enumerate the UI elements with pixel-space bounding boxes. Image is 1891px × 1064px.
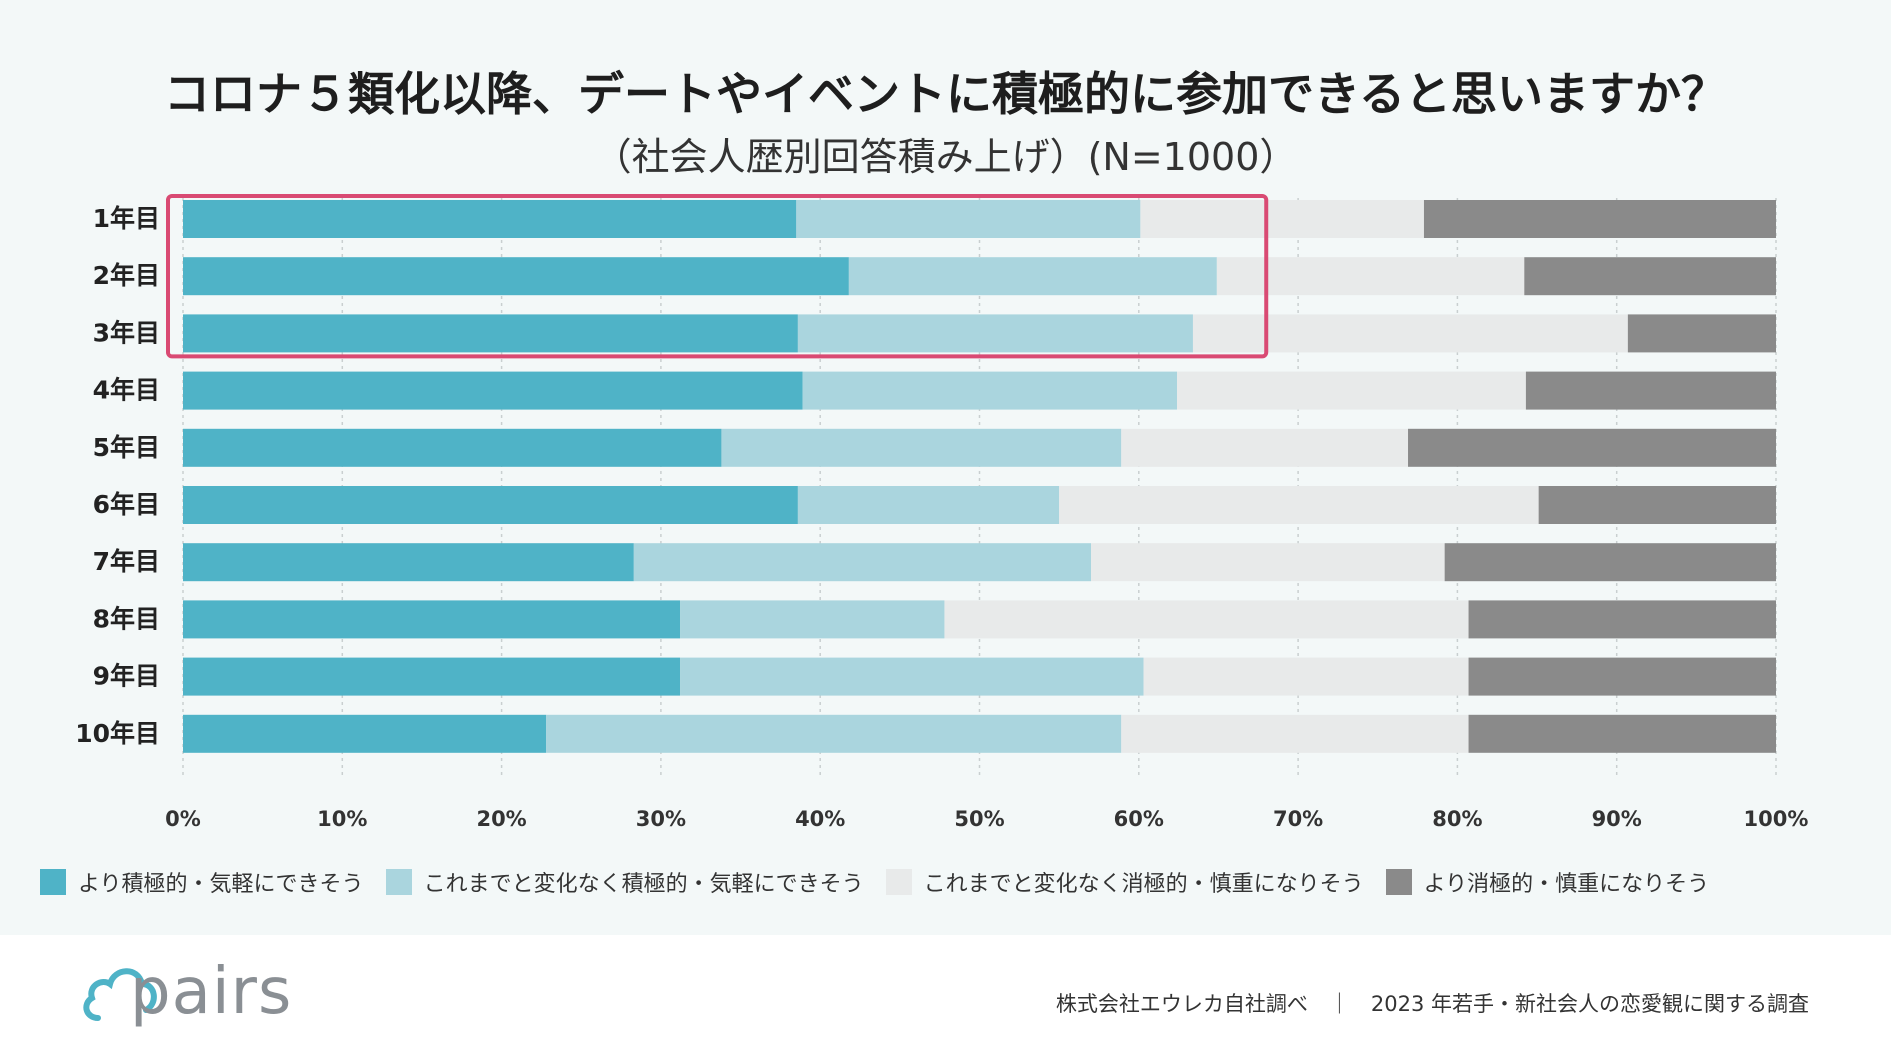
bar-segment xyxy=(1091,543,1445,582)
bar-segment xyxy=(183,428,722,467)
legend-swatch xyxy=(385,869,412,895)
cloud-icon xyxy=(83,968,157,1021)
legend-label: これまでと変化なく消極的・慎重になりそう xyxy=(923,872,1364,897)
category-label: 1年目 xyxy=(93,204,160,233)
bar-segment xyxy=(680,600,945,639)
legend-item: これまでと変化なく積極的・気軽にできそう xyxy=(385,866,864,898)
chart-panel xyxy=(0,0,1891,935)
legend-item: より積極的・気軽にできそう xyxy=(40,866,364,898)
stacked-bar-chart: 0% 10% 20% 30% 40% 50% 60% 70% 80% 90% 100% 1年目 2年目 3… xyxy=(75,194,1809,831)
bar-segment xyxy=(797,314,1193,353)
bar-segment xyxy=(802,371,1178,410)
highlight-box xyxy=(166,194,1269,359)
bar-segment xyxy=(1468,714,1776,753)
bar-segment xyxy=(848,257,1217,296)
bar-segment xyxy=(1121,428,1409,467)
bar-segment xyxy=(633,543,1092,582)
bar-segment xyxy=(1143,657,1469,696)
bar-segment xyxy=(546,714,1122,753)
bar-segment xyxy=(1525,371,1776,410)
bar-segment xyxy=(1627,314,1776,353)
bar-segment xyxy=(1524,257,1776,296)
x-tick-label: 100% xyxy=(1744,807,1809,831)
bar-segment xyxy=(680,657,1144,696)
category-label: 2年目 xyxy=(93,261,160,290)
bar-segment xyxy=(183,714,547,753)
x-tick-label: 90% xyxy=(1592,807,1642,831)
bar-segment xyxy=(1468,657,1776,696)
legend-item: これまでと変化なく消極的・慎重になりそう xyxy=(885,866,1364,898)
category-label: 10年目 xyxy=(75,719,160,748)
bar-segment xyxy=(721,428,1122,467)
legend-swatch xyxy=(40,869,66,895)
x-tick-label: 20% xyxy=(476,807,526,831)
source-note: 株式会社エウレカ自社調べ ｜ 2023 年若手・新社会人の恋愛観に関する調査 xyxy=(1055,992,1809,1016)
category-label: 9年目 xyxy=(93,662,160,691)
bar-segment xyxy=(1538,486,1776,524)
chart-subtitle: （社会人歴別回答積み上げ）(N=1000） xyxy=(593,135,1298,179)
bar-segment xyxy=(1140,200,1424,238)
bar-segment xyxy=(183,257,849,296)
x-tick-label: 50% xyxy=(954,807,1004,831)
legend-item: より消極的・慎重になりそう xyxy=(1385,866,1710,898)
bar-segment xyxy=(183,543,634,582)
bar-segment xyxy=(1468,600,1776,639)
bar-segment xyxy=(183,371,803,410)
bar-segment xyxy=(183,657,681,696)
bar-segment xyxy=(1408,428,1776,467)
legend-swatch xyxy=(1385,869,1412,895)
bar-segment xyxy=(183,486,798,524)
bar-segment xyxy=(1177,371,1526,410)
x-tick-label: 70% xyxy=(1273,807,1323,831)
x-tick-label: 80% xyxy=(1432,807,1482,831)
category-label: 5年目 xyxy=(93,433,160,462)
bar-segment xyxy=(1423,200,1776,238)
bar-segment xyxy=(183,200,797,238)
bar-segment xyxy=(1444,543,1776,582)
legend-label: これまでと変化なく積極的・気軽にできそう xyxy=(423,872,864,897)
x-tick-label: 60% xyxy=(1114,807,1164,831)
bar-segment xyxy=(1059,486,1539,524)
pairs-logo: pairs xyxy=(80,952,292,1032)
bar-segment xyxy=(1216,257,1525,296)
category-label: 4年目 xyxy=(93,376,160,405)
bar-segment xyxy=(796,200,1141,238)
category-label: 3年目 xyxy=(93,318,160,347)
bar-segment xyxy=(1192,314,1628,353)
x-tick-label: 40% xyxy=(795,807,845,831)
bar-segment xyxy=(1121,714,1469,753)
category-label: 7年目 xyxy=(93,547,160,576)
brand-name: pairs xyxy=(130,955,293,1029)
x-tick-label: 0% xyxy=(165,807,201,831)
x-tick-label: 10% xyxy=(317,807,367,831)
bar-segment xyxy=(944,600,1469,639)
category-label: 6年目 xyxy=(93,490,160,519)
bar-segment xyxy=(183,600,681,639)
chart-title: コロナ５類化以降、デートやイベントに積極的に参加できると思いますか？ xyxy=(163,67,1728,121)
legend-swatch xyxy=(885,869,912,895)
legend-label: より積極的・気軽にできそう xyxy=(78,872,364,897)
category-label: 8年目 xyxy=(93,604,160,633)
chart-legend: より積極的・気軽にできそう これまでと変化なく積極的・気軽にできそう これまでと… xyxy=(40,866,1709,898)
bar-segment xyxy=(797,486,1060,524)
legend-label: より消極的・慎重になりそう xyxy=(1423,872,1710,897)
bar-segment xyxy=(183,314,798,353)
x-tick-label: 30% xyxy=(636,807,686,831)
